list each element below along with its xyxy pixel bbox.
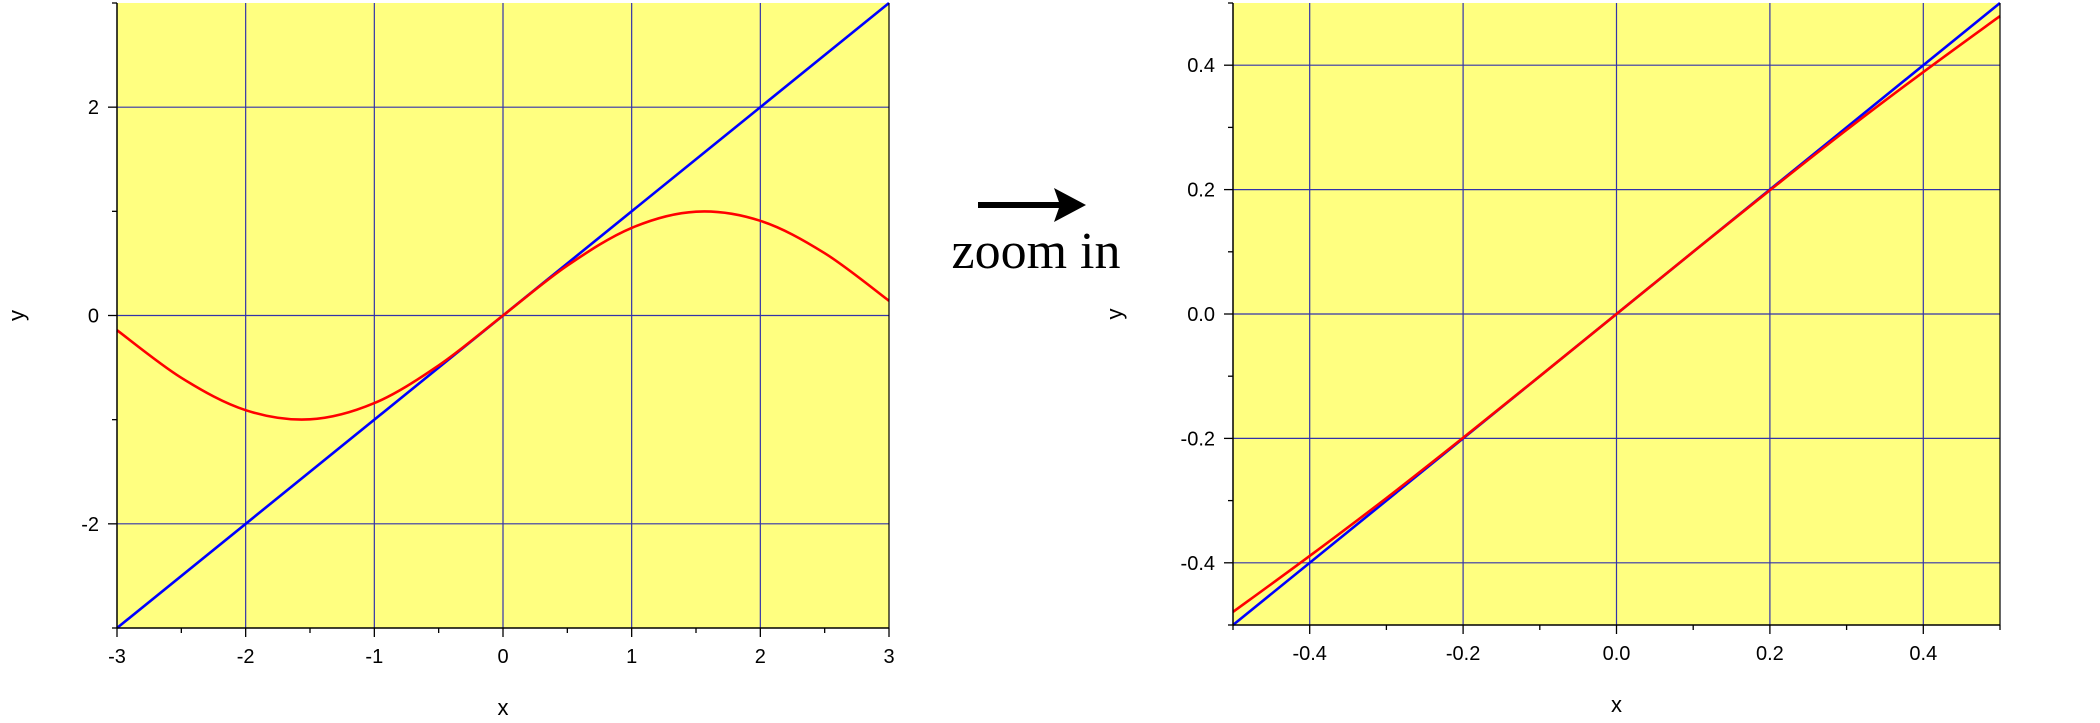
y-tick-label: 2 <box>88 97 99 119</box>
zoom-caption: zoom in <box>952 223 1121 280</box>
y-tick-label: 0.4 <box>1187 55 1215 77</box>
zoom-arrow-head <box>1054 188 1086 222</box>
y-tick-label: 0 <box>88 306 99 328</box>
x-tick-label: 3 <box>883 646 894 668</box>
x-tick-label: -3 <box>108 646 126 668</box>
y-tick-label: -0.4 <box>1181 553 1215 575</box>
x-tick-label: -2 <box>237 646 255 668</box>
x-axis-label: x <box>498 695 509 720</box>
x-tick-label: -0.4 <box>1292 643 1326 665</box>
x-tick-label: -0.2 <box>1446 643 1480 665</box>
x-tick-label: 1 <box>626 646 637 668</box>
series-line-sine <box>116 210 890 421</box>
y-axis-label: y <box>1102 309 1127 320</box>
y-tick-label: -2 <box>81 514 99 536</box>
right-chart: -0.4 -0.2 0.0 0.2 0.4 -0.4 -0.2 0.0 0.2 0.4 x y <box>1102 1 2001 717</box>
y-tick-label: 0.0 <box>1187 304 1215 326</box>
x-tick-label: -1 <box>365 646 383 668</box>
x-tick-label: 0.2 <box>1756 643 1784 665</box>
y-tick-label: -0.2 <box>1181 428 1215 450</box>
x-tick-label: 2 <box>755 646 766 668</box>
series-line-sine <box>1232 15 2001 613</box>
x-tick-label: 0 <box>497 646 508 668</box>
x-tick-label: 0.0 <box>1603 643 1631 665</box>
x-tick-label: 0.4 <box>1909 643 1937 665</box>
y-axis-label: y <box>4 310 29 321</box>
zoom-annotation: zoom in <box>952 188 1121 280</box>
y-tick-label: 0.2 <box>1187 180 1215 202</box>
x-axis-label: x <box>1611 692 1622 717</box>
left-chart: -3 -2 -1 0 1 2 3 -2 0 2 x y <box>4 1 895 720</box>
